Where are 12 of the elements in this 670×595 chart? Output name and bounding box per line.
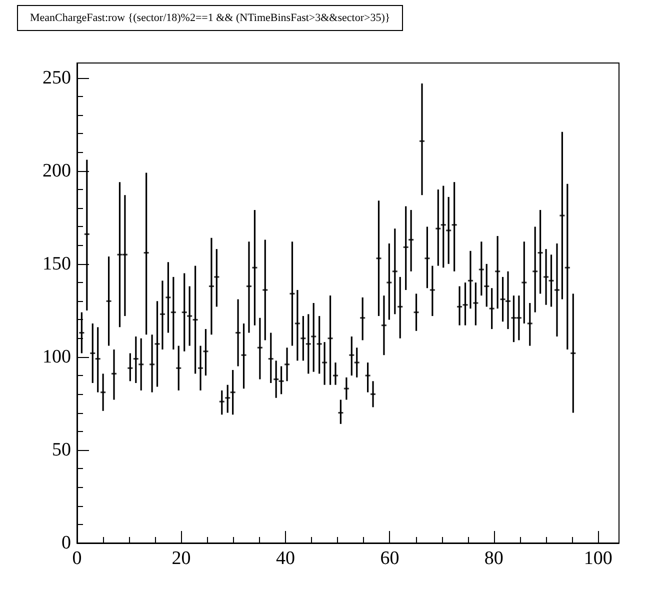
x-tick-label: 40 <box>276 548 295 569</box>
x-tick-label: 20 <box>172 548 191 569</box>
x-tick-label: 100 <box>584 548 612 569</box>
x-tick-label: 80 <box>484 548 504 569</box>
y-tick-label: 250 <box>42 67 71 88</box>
y-tick-label: 150 <box>42 253 71 274</box>
y-tick-label: 100 <box>42 346 71 368</box>
y-tick-label: 200 <box>42 160 71 182</box>
chart-title: MeanChargeFast:row {(sector/18)%2==1 && (NTimeBinsFast>3&&sector>35)} <box>17 5 404 31</box>
y-tick-label: 0 <box>62 532 71 554</box>
y-tick-label: 50 <box>52 439 71 460</box>
x-tick-label: 60 <box>380 548 400 569</box>
